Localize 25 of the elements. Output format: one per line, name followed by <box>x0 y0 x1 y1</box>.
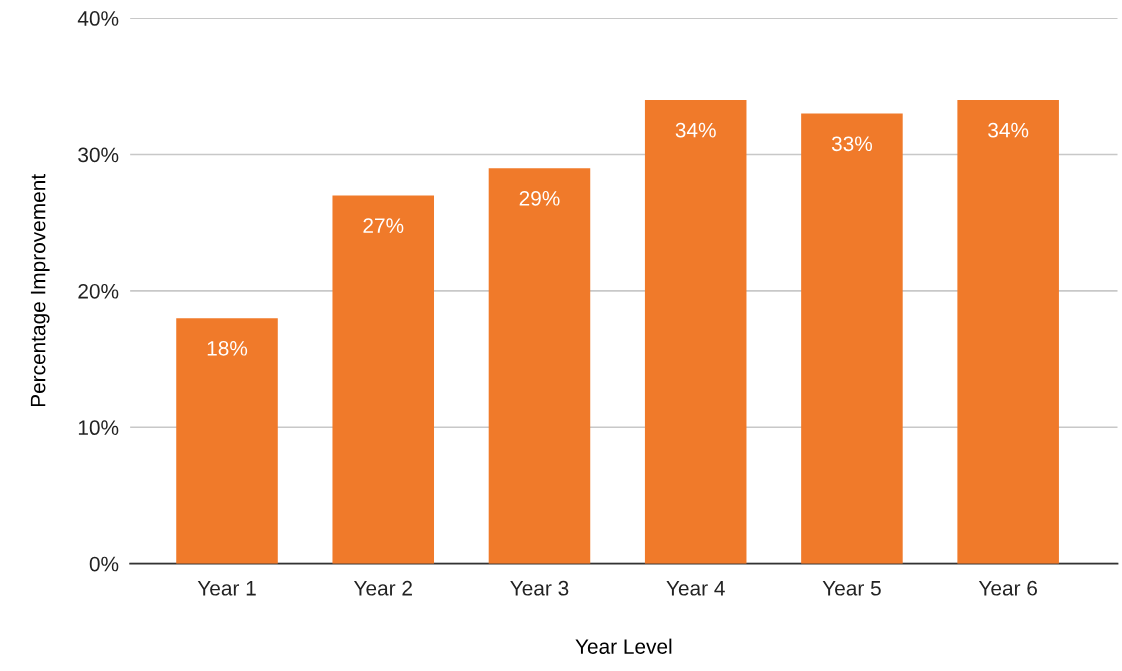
y-tick-label: 10% <box>78 420 119 436</box>
data-label: 33% <box>831 136 873 152</box>
data-label: 27% <box>363 218 404 233</box>
data-label: 29% <box>519 190 560 206</box>
bar <box>488 168 591 564</box>
x-tick-label: Year 2 <box>353 580 412 596</box>
y-tick-label: 30% <box>78 147 119 163</box>
data-label: 34% <box>988 122 1029 138</box>
bar <box>332 195 435 564</box>
x-tick-label: Year 5 <box>822 581 881 596</box>
x-tick-label: Year 3 <box>510 580 569 596</box>
data-label: 34% <box>675 122 716 138</box>
bar <box>957 99 1059 564</box>
y-tick-label: 0% <box>89 556 119 572</box>
y-axis-title: Percentage Improvement <box>30 174 50 407</box>
x-tick-label: Year 4 <box>666 581 725 596</box>
data-label: 18% <box>207 340 248 356</box>
bar <box>801 113 903 564</box>
bar <box>176 318 278 564</box>
x-axis-title: Year Level <box>575 638 672 654</box>
x-tick-label: Year 1 <box>197 581 256 596</box>
y-tick-label: 20% <box>78 283 119 299</box>
x-tick-label: Year 6 <box>978 580 1037 596</box>
y-tick-label: 40% <box>77 11 119 26</box>
bar <box>644 99 747 564</box>
